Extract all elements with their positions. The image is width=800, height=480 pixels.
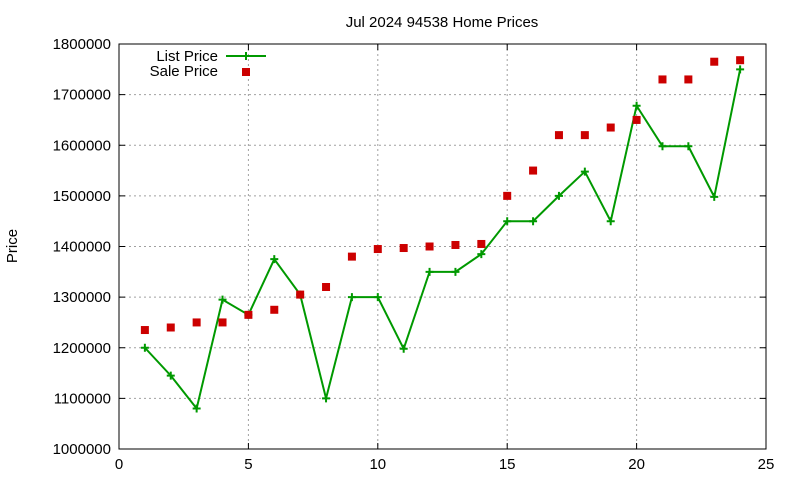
plot-area-border [118,43,767,450]
sale-price-point [296,290,305,299]
sale-price-point [503,191,512,200]
axis-ticks: 0 5 10 15 20 25 1000000 1100000 1200000 1300000 14… [53,36,775,473]
list-price-point [140,343,149,352]
y-tick-label: 1400000 [53,239,111,256]
y-tick-label: 1800000 [53,36,111,53]
list-price-point [425,267,434,276]
sale-price-point [218,318,227,327]
sale-price-point [736,56,745,65]
sale-price-point [322,283,331,291]
sale-price-point [606,123,615,132]
sale-price-point [244,310,253,319]
list-price-point [529,217,538,226]
list-price-point [580,167,589,176]
x-tick-label: 0 [115,456,123,473]
list-price-point [322,394,331,403]
sale-price-point [529,166,538,175]
list-price-point [684,142,693,151]
y-axis-label: Price [4,229,21,263]
sale-price-point [166,323,175,332]
sale-price-point [658,75,667,84]
y-tick-label: 1100000 [54,390,111,407]
list-price-point [736,65,745,74]
legend-marker-sale-price [242,68,250,76]
sale-price-point [684,75,693,84]
sale-price-point [140,326,149,335]
list-price-point [399,344,408,353]
legend-label-sale-price: Sale Price [150,63,218,80]
x-tick-label: 10 [369,456,386,473]
list-price-point [503,217,512,226]
list-price-point [270,255,279,264]
x-tick-label: 20 [628,456,645,473]
sale-price-point [477,239,486,248]
x-tick-label: 5 [244,456,252,473]
list-price-point [218,295,227,304]
sale-price-point [373,245,382,254]
y-tick-label: 1000000 [53,441,111,458]
y-tick-label: 1500000 [53,188,111,205]
sale-price-point [399,244,408,253]
y-tick-label: 1600000 [53,137,111,154]
sale-price-point [270,305,279,314]
list-price-point [632,101,641,110]
list-price-point [710,192,719,201]
list-price-point [166,371,175,380]
list-price-point [477,250,486,259]
list-price-point [373,293,382,302]
list-price-point [658,142,667,151]
sale-price-point [632,115,641,124]
y-tick-label: 1700000 [53,87,111,104]
sale-price-point [554,131,563,140]
sale-price-point [710,57,719,66]
list-price-point [606,217,615,226]
grid-lines [119,44,766,449]
x-tick-label: 15 [499,456,516,473]
data-series [140,56,745,413]
sale-price-point [451,240,460,249]
y-tick-label: 1300000 [53,289,111,306]
legend-label-list-price: List Price [156,48,218,65]
chart-title: Jul 2024 94538 Home Prices [346,14,539,31]
sale-price-point [425,242,434,251]
sale-price-point [580,131,589,140]
list-price-line [144,69,742,411]
sale-price-point [192,318,201,327]
x-tick-label: 25 [758,456,775,473]
list-price-point [347,293,356,302]
list-price-point [554,191,563,200]
sale-price-point [347,252,356,261]
legend-marker-list-price [242,52,250,60]
list-price-point [192,404,201,413]
y-tick-label: 1200000 [53,340,111,357]
list-price-point [451,267,460,276]
